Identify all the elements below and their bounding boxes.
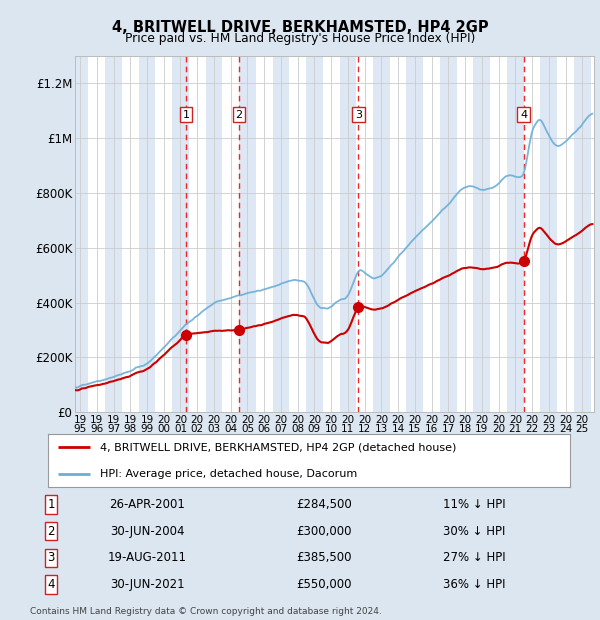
Text: 2: 2 [47, 525, 55, 538]
Text: 1: 1 [182, 110, 190, 120]
Text: Price paid vs. HM Land Registry's House Price Index (HPI): Price paid vs. HM Land Registry's House … [125, 32, 475, 45]
Text: 4: 4 [47, 578, 55, 591]
Text: 2: 2 [236, 110, 242, 120]
Text: 3: 3 [355, 110, 362, 120]
Text: £550,000: £550,000 [296, 578, 352, 591]
Text: 4: 4 [520, 110, 527, 120]
Bar [473, 56, 490, 412]
Text: Contains HM Land Registry data © Crown copyright and database right 2024.: Contains HM Land Registry data © Crown c… [30, 607, 382, 616]
Text: 4, BRITWELL DRIVE, BERKHAMSTED, HP4 2GP (detached house): 4, BRITWELL DRIVE, BERKHAMSTED, HP4 2GP … [100, 442, 457, 452]
Bar [71, 56, 88, 412]
Bar [541, 56, 557, 412]
Bar [172, 56, 189, 412]
Text: 4, BRITWELL DRIVE, BERKHAMSTED, HP4 2GP: 4, BRITWELL DRIVE, BERKHAMSTED, HP4 2GP [112, 20, 488, 35]
Text: 30% ↓ HPI: 30% ↓ HPI [443, 525, 505, 538]
Text: 26-APR-2001: 26-APR-2001 [109, 498, 185, 511]
Text: 1: 1 [47, 498, 55, 511]
Text: 11% ↓ HPI: 11% ↓ HPI [443, 498, 505, 511]
Bar [406, 56, 423, 412]
Bar [272, 56, 289, 412]
Text: £385,500: £385,500 [296, 551, 352, 564]
Bar [105, 56, 122, 412]
Text: 30-JUN-2004: 30-JUN-2004 [110, 525, 184, 538]
Text: £300,000: £300,000 [296, 525, 352, 538]
Bar [440, 56, 457, 412]
Bar [574, 56, 590, 412]
Text: 30-JUN-2021: 30-JUN-2021 [110, 578, 184, 591]
Text: HPI: Average price, detached house, Dacorum: HPI: Average price, detached house, Daco… [100, 469, 358, 479]
Bar [340, 56, 356, 412]
Bar [373, 56, 390, 412]
Text: 27% ↓ HPI: 27% ↓ HPI [443, 551, 505, 564]
Bar [206, 56, 223, 412]
Text: £284,500: £284,500 [296, 498, 352, 511]
Bar [239, 56, 256, 412]
Text: 3: 3 [47, 551, 55, 564]
Bar [139, 56, 155, 412]
Bar [306, 56, 323, 412]
Bar [507, 56, 524, 412]
Text: 36% ↓ HPI: 36% ↓ HPI [443, 578, 505, 591]
Text: 19-AUG-2011: 19-AUG-2011 [107, 551, 187, 564]
